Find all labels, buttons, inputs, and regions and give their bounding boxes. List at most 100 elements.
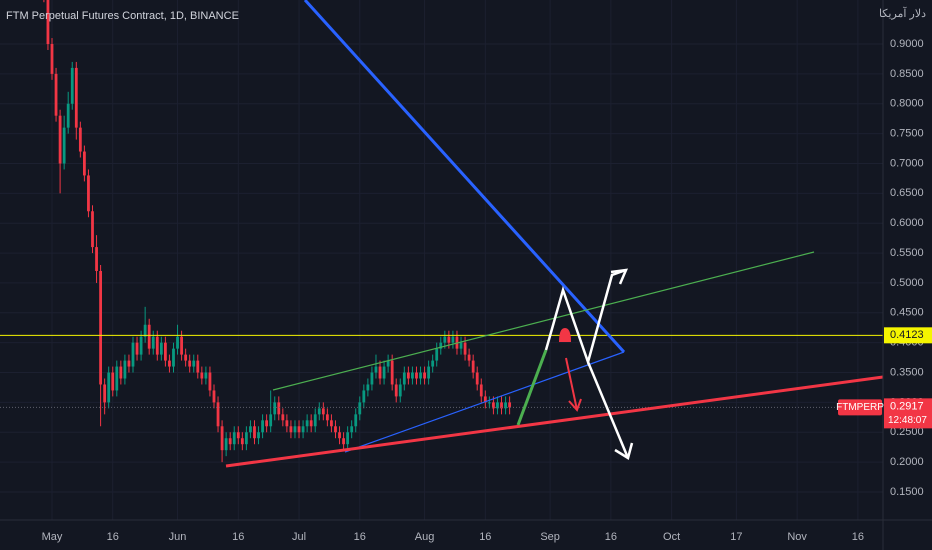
candle-body xyxy=(463,342,467,355)
candle-body xyxy=(447,336,451,343)
candle-body xyxy=(459,342,463,349)
candle-body xyxy=(62,127,66,164)
candle-body xyxy=(427,366,431,379)
candle-body xyxy=(338,432,341,439)
candle-body xyxy=(362,390,366,403)
y-tick-label: 0.7500 xyxy=(890,128,924,140)
candle-body xyxy=(216,402,220,427)
time-axis xyxy=(0,520,932,550)
price-label: 0.2917 xyxy=(890,400,924,412)
candle-body xyxy=(370,372,374,385)
trend-line xyxy=(225,375,884,468)
candle-body xyxy=(471,360,475,373)
candle-body xyxy=(54,73,58,116)
candle-body xyxy=(321,408,325,415)
candle-body xyxy=(131,342,135,367)
candle-body xyxy=(95,247,98,271)
y-tick-label: 0.8000 xyxy=(890,98,924,110)
candle-body xyxy=(419,372,422,379)
candle-body xyxy=(487,402,491,404)
candle-body xyxy=(423,372,426,379)
candle-body xyxy=(168,360,171,367)
x-tick-label: May xyxy=(42,531,63,543)
candle-body xyxy=(342,438,345,445)
candle-body xyxy=(309,420,313,427)
x-tick-label: 16 xyxy=(107,531,119,543)
candle-body xyxy=(119,366,123,379)
candle-body xyxy=(232,432,236,445)
candle-body xyxy=(123,360,127,379)
axis-labels: 0.15000.20000.25000.30000.35000.40000.45… xyxy=(42,38,932,543)
candle-body xyxy=(305,420,309,427)
candle-body xyxy=(236,432,240,439)
candle-body xyxy=(139,336,143,355)
y-tick-label: 0.5000 xyxy=(890,277,924,289)
candle-body xyxy=(159,342,163,355)
y-tick-label: 0.1500 xyxy=(890,486,924,498)
level-label: 0.4123 xyxy=(890,329,924,341)
y-tick-label: 0.7000 xyxy=(890,157,924,169)
grid xyxy=(0,0,883,520)
candle-body xyxy=(378,366,382,379)
candle-body xyxy=(87,175,90,212)
candle-body xyxy=(111,372,115,391)
trend-line xyxy=(344,351,625,453)
candle-body xyxy=(293,426,297,433)
candle-body xyxy=(78,127,82,152)
x-tick-label: Jun xyxy=(169,531,187,543)
candle-body xyxy=(147,324,151,349)
candle-body xyxy=(46,0,50,45)
candle-body xyxy=(257,432,260,439)
candle-body xyxy=(297,426,301,433)
candle-body xyxy=(443,336,447,343)
alert-icon xyxy=(559,328,571,342)
candle-body xyxy=(366,384,370,391)
candle-body xyxy=(228,438,232,445)
candle-body xyxy=(249,426,252,433)
candle-body xyxy=(127,360,131,367)
candle-body xyxy=(176,336,179,349)
candle-body xyxy=(325,414,329,421)
candle-body xyxy=(253,426,256,439)
candle-body xyxy=(508,402,512,408)
x-tick-label: 16 xyxy=(605,531,617,543)
candle-body xyxy=(479,384,483,397)
candle-body xyxy=(269,414,273,427)
candle-body xyxy=(265,420,269,427)
candle-body xyxy=(281,414,285,421)
candle-body xyxy=(350,426,354,433)
price-box xyxy=(884,398,932,429)
countdown-label: 12:48:07 xyxy=(888,415,927,426)
y-tick-label: 0.4500 xyxy=(890,307,924,319)
candle-body xyxy=(143,324,147,337)
y-tick-label: 0.2000 xyxy=(890,456,924,468)
candle-body xyxy=(91,211,94,248)
candle-body xyxy=(50,44,54,74)
y-tick-label: 0.9000 xyxy=(890,38,924,50)
candle-body xyxy=(382,366,386,379)
axis-label: دلار آمریکا xyxy=(879,7,926,20)
arrow-head xyxy=(614,442,634,460)
trend-line xyxy=(272,251,815,391)
chart-title: FTM Perpetual Futures Contract, 1D, BINA… xyxy=(6,10,239,22)
candle-body xyxy=(220,426,224,451)
path-arrow xyxy=(586,361,630,459)
candle-body xyxy=(196,360,200,373)
candle-body xyxy=(277,402,281,415)
arrow-head xyxy=(610,268,629,285)
y-tick-label: 0.3500 xyxy=(890,366,924,378)
candle-body xyxy=(289,426,293,433)
candle-body xyxy=(240,438,244,445)
candle-body xyxy=(467,354,471,361)
candle-body xyxy=(386,360,390,367)
candle-body xyxy=(334,426,337,433)
candle-body xyxy=(115,366,119,391)
y-tick-label: 0.2500 xyxy=(890,426,924,438)
candle-body xyxy=(58,115,62,164)
candle-body xyxy=(200,372,204,379)
candle-body xyxy=(358,402,362,415)
candle-body xyxy=(415,372,418,379)
candle-body xyxy=(285,420,289,427)
